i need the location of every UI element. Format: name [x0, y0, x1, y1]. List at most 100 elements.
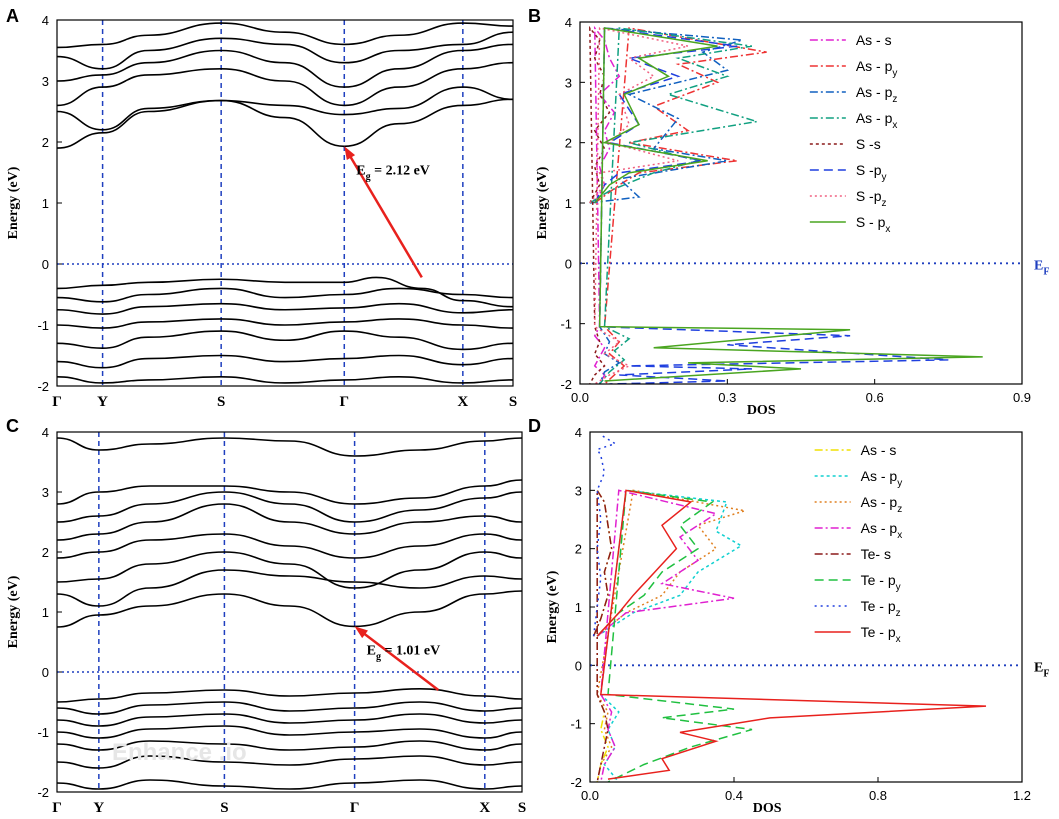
panel-c-band-structure: -2 -1 0 1 2 3 4 Energy (eV) Γ Y S Γ X S Eg = 1.01 eV	[6, 425, 526, 816]
dos-curve-S-px	[594, 27, 983, 382]
legend-label-sub: x	[885, 224, 890, 235]
y-tick-label: -1	[560, 317, 572, 332]
band-gap-arrowhead	[344, 146, 356, 161]
legend-label: Te - px	[861, 624, 901, 645]
legend-label: As - pz	[861, 494, 903, 515]
kpoint-label: S	[509, 394, 517, 410]
legend-label-sub: y	[896, 582, 901, 593]
dos-curve-Te-py	[596, 489, 753, 782]
panel-letter-b: B	[528, 6, 541, 26]
kpoint-label: S	[220, 800, 228, 816]
y-tick-label: 4	[575, 425, 582, 440]
y-tick-label: -2	[570, 775, 582, 790]
legend-label: As - pz	[856, 84, 898, 105]
x-tick-label: 0.3	[718, 390, 736, 405]
band-line-band-v1	[57, 687, 522, 703]
kpoint-label: S	[518, 800, 526, 816]
legend-label: Te - py	[861, 572, 901, 593]
band-line-band-c4	[57, 533, 522, 559]
band-line-band-c5	[57, 503, 522, 541]
y-tick-label: 3	[42, 485, 49, 500]
legend-label: As - py	[856, 58, 898, 79]
band-gap-label-sub: g	[376, 651, 381, 662]
band-line-band-c1	[57, 98, 513, 149]
legend-label-sub: y	[882, 172, 887, 183]
band-gap-label-sub: g	[366, 171, 371, 182]
band-gap-arrowhead	[354, 626, 368, 639]
y-axis-title: Energy (eV)	[545, 570, 560, 643]
band-line-band-v2	[57, 287, 513, 303]
legend-label: S -s	[856, 136, 881, 152]
legend-label-sub: x	[897, 530, 902, 541]
y-tick-label: 4	[42, 13, 49, 28]
legend-label: S -py	[856, 162, 887, 183]
y-tick-label: -2	[37, 379, 49, 394]
dos-curve-Te-s	[592, 487, 613, 782]
band-gap-arrow	[348, 154, 423, 279]
legend-label-sub: y	[892, 68, 897, 79]
y-axis-title: Energy (eV)	[535, 166, 550, 239]
legend-label-sub: z	[897, 504, 902, 515]
legend-label: Te- s	[861, 546, 891, 562]
panel-d-dos: -2 -1 0 1 2 3 4 0.0 0.4 0.8 1.2 DOS Energy (eV) EF As …	[545, 425, 1049, 816]
y-tick-label: 3	[42, 74, 49, 89]
x-tick-label: 0.8	[869, 788, 887, 803]
panel-letter-a: A	[6, 6, 19, 26]
kpoint-label: Y	[93, 800, 104, 816]
kpoint-label: Γ	[52, 800, 62, 816]
dos-curve-S-s	[589, 25, 611, 384]
kpoint-label: Y	[97, 394, 108, 410]
y-tick-label: 0	[565, 256, 572, 271]
panel-letter-d: D	[528, 416, 541, 436]
y-tick-label: 0	[42, 257, 49, 272]
dos-curve-As-s	[593, 25, 621, 384]
x-tick-label: 0.4	[725, 788, 743, 803]
legend-label: As - py	[861, 468, 903, 489]
y-tick-label: 0	[575, 658, 582, 673]
y-tick-label: 4	[42, 425, 49, 440]
kpoint-label: Γ	[52, 394, 62, 410]
x-tick-label: 0.0	[581, 788, 599, 803]
band-line-band-c7	[57, 479, 522, 505]
y-tick-label: 2	[42, 135, 49, 150]
fermi-level-label-sub: F	[1043, 266, 1049, 277]
plot-frame	[589, 431, 1023, 783]
x-tick-label: 0.9	[1013, 390, 1031, 405]
dos-curve-Te-px	[596, 489, 987, 780]
y-tick-label: 1	[565, 196, 572, 211]
legend-label: S - px	[856, 214, 891, 235]
band-gap-arrow	[361, 631, 440, 691]
y-tick-label: -1	[37, 318, 49, 333]
fermi-level-label: EF	[1034, 258, 1049, 277]
band-line-band-v4	[57, 725, 522, 739]
kpoint-label: X	[479, 800, 490, 816]
y-tick-label: -1	[570, 717, 582, 732]
y-tick-label: -2	[560, 377, 572, 392]
y-tick-label: 3	[575, 483, 582, 498]
plot-frame	[579, 21, 1023, 385]
y-tick-label: 0	[42, 665, 49, 680]
panel-letter-c: C	[6, 416, 19, 436]
y-tick-label: -2	[37, 785, 49, 800]
dos-curve-As-s	[592, 487, 613, 782]
y-tick-label: -1	[37, 725, 49, 740]
x-axis-title: DOS	[753, 801, 782, 816]
legend-label: S -pz	[856, 188, 887, 209]
kpoint-label: Γ	[340, 394, 350, 410]
band-line-band-v6	[57, 755, 522, 769]
x-tick-label: 0.0	[571, 390, 589, 405]
legend-label-sub: x	[892, 120, 897, 131]
y-tick-label: 2	[565, 136, 572, 151]
legend-label-sub: z	[882, 198, 887, 209]
band-line-band-c5	[57, 31, 513, 70]
band-line-band-v1	[57, 276, 513, 308]
y-tick-label: 4	[565, 15, 572, 30]
band-line-band-c2	[57, 569, 522, 607]
panel-a-band-structure: -2 -1 0 1 2 3 4 Energy (eV) Γ Y S Γ X S Eg = 2.12 eV	[6, 13, 517, 410]
band-line-band-v7	[57, 779, 522, 790]
kpoint-label: Γ	[350, 800, 360, 816]
band-gap-label-value: = 1.01 eV	[381, 643, 440, 658]
kpoint-label: S	[217, 394, 225, 410]
dos-curve-As-px	[596, 489, 735, 782]
